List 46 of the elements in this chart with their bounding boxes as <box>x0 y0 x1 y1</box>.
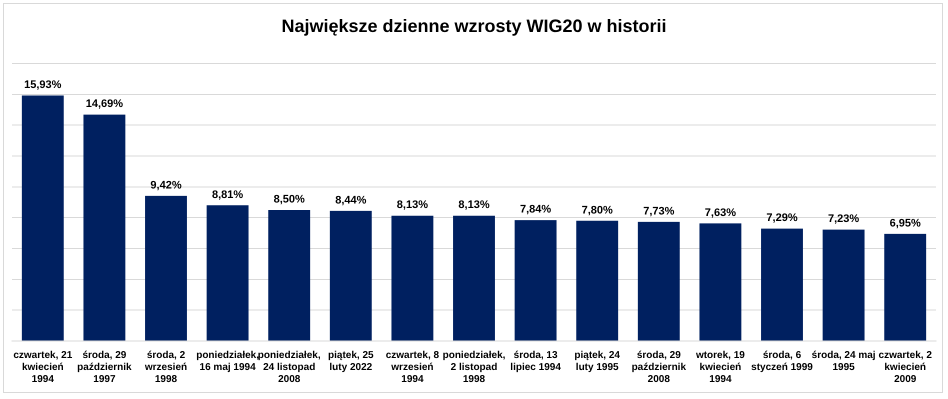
x-tick-label: środa, 6 styczeń 1999 <box>751 350 814 373</box>
data-label: 7,80% <box>582 204 614 216</box>
x-tick-label: czwartek, 8 wrzesień 1994 <box>386 350 440 385</box>
bar <box>391 216 434 340</box>
data-label: 9,42% <box>150 179 182 192</box>
data-label: 8,50% <box>274 194 306 206</box>
x-tick-label: środa, 29 październik 1997 <box>77 350 132 385</box>
x-tick-label: poniedziałek, 2 listopad 1998 <box>442 350 506 385</box>
data-label: 7,29% <box>766 212 798 224</box>
bar <box>576 220 618 340</box>
x-tick-label: poniedziałek, 24 listopad 2008 <box>258 350 321 385</box>
data-label: 6,95% <box>890 217 922 230</box>
data-label: 7,23% <box>828 213 860 226</box>
x-tick-label: środa, 24 maj 1995 <box>812 350 876 373</box>
bar <box>699 223 742 340</box>
x-tick-label: wtorek, 19 kwiecień 1994 <box>694 350 746 385</box>
bar <box>761 228 803 340</box>
x-tick-label: środa, 29 październik 2008 <box>632 350 686 385</box>
data-label: 15,93% <box>24 79 62 92</box>
bar <box>22 96 64 340</box>
data-label: 8,44% <box>335 194 367 206</box>
chart-title: Największe dzienne wzrosty WIG20 w historii <box>281 16 667 36</box>
data-label: 14,69% <box>86 98 124 110</box>
bar <box>884 234 926 340</box>
x-tick-label: środa, 13 lipiec 1994 <box>510 350 562 373</box>
bar <box>330 210 372 340</box>
bar <box>145 196 187 340</box>
bar <box>453 216 495 340</box>
data-label: 8,81% <box>212 188 244 201</box>
x-tick-label: piątek, 25 luty 2022 <box>328 350 374 373</box>
x-tick-label: piątek, 24 luty 1995 <box>574 350 620 373</box>
data-label: 7,84% <box>520 204 552 216</box>
data-label: 7,63% <box>704 206 736 219</box>
data-label: 8,13% <box>458 199 490 212</box>
bar <box>206 205 249 340</box>
x-tick-label: czwartek, 21 kwiecień 1994 <box>13 350 73 385</box>
data-label: 8,13% <box>396 199 428 212</box>
bar <box>268 210 310 340</box>
x-tick-label: środa, 2 wrzesień 1998 <box>144 350 188 385</box>
bar <box>822 230 865 340</box>
data-label: 7,73% <box>643 205 675 218</box>
bar <box>638 222 680 340</box>
bar <box>83 114 126 340</box>
bar <box>514 220 557 340</box>
x-tick-label: poniedziałek, 16 maj 1994 <box>196 350 260 373</box>
x-tick-label: czwartek, 2 kwiecień 2009 <box>878 350 932 385</box>
